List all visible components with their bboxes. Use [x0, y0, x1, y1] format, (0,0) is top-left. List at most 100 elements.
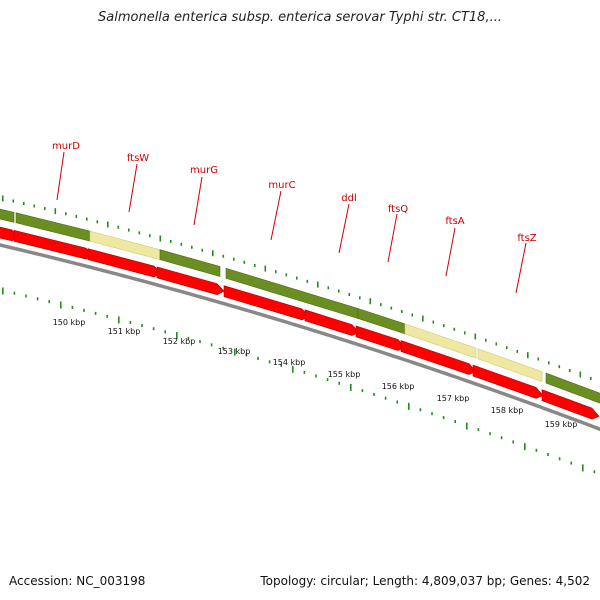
top-tick [243, 260, 246, 264]
gene-leader-line [128, 163, 138, 213]
scale-tick [245, 353, 248, 357]
scale-tick [187, 336, 190, 340]
scale-tick [303, 370, 306, 374]
backbone-line [0, 243, 600, 432]
backbone-track [0, 243, 600, 432]
top-tick [443, 324, 445, 328]
scale-tick [326, 378, 329, 382]
scale-tick [524, 443, 526, 451]
gene-leader-line [193, 176, 203, 226]
top-tick [75, 214, 78, 218]
top-tick [107, 221, 109, 228]
top-tick [422, 315, 424, 322]
gene-label-ftsW: ftsW [127, 153, 149, 164]
scale-tick [210, 343, 213, 347]
scale-tick [129, 320, 132, 324]
top-tick [348, 292, 351, 296]
top-tick-track [2, 195, 592, 380]
scale-tick [361, 389, 364, 393]
top-tick [233, 257, 235, 261]
top-tick [432, 320, 435, 324]
kbp-label-layer: 150 kbp 151 kbp 152 kbp 153 kbp 154 kbp 155 k… [53, 318, 578, 429]
gene-label-ftsZ: ftsZ [517, 233, 536, 244]
top-tick [317, 281, 319, 288]
top-tick [180, 242, 183, 246]
kbp-label: 159 kbp [545, 420, 578, 429]
top-tick [464, 331, 466, 335]
top-tick [380, 303, 382, 307]
gene-label-murC: murC [268, 180, 295, 191]
top-tick [390, 306, 393, 310]
scale-tick [199, 340, 201, 344]
scale-tick-track [2, 287, 596, 474]
top-tick [338, 289, 340, 293]
gene-label-ftsQ: ftsQ [388, 204, 408, 215]
scale-tick [558, 457, 561, 461]
gene-band-yellow [404, 323, 477, 359]
top-tick [2, 195, 4, 202]
top-tick [359, 296, 361, 300]
top-tick [264, 265, 267, 272]
top-tick [411, 313, 414, 317]
scale-tick [268, 360, 271, 364]
scale-tick [454, 420, 456, 424]
top-tick [33, 204, 36, 208]
top-tick [527, 352, 529, 359]
kbp-label: 153 kbp [218, 347, 251, 356]
scale-tick [152, 327, 155, 331]
scale-tick [535, 448, 538, 452]
top-tick [327, 286, 330, 290]
top-tick [201, 248, 204, 252]
scale-tick [280, 363, 282, 367]
scale-tick [315, 374, 317, 378]
top-tick [369, 298, 372, 305]
gene-band-green [159, 249, 221, 277]
scale-tick [94, 311, 97, 315]
scale-tick [292, 365, 294, 373]
gene-label-layer: murD ftsW murG murC ddl ftsQ ftsA ftsZ [52, 141, 537, 294]
genome-stats-text: Topology: circular; Length: 4,809,037 bp… [260, 574, 590, 588]
scale-tick [234, 348, 236, 356]
top-tick [191, 245, 193, 249]
scale-tick [141, 324, 143, 328]
scale-tick [477, 428, 480, 432]
top-tick [495, 342, 498, 346]
gene-band-track [0, 208, 600, 404]
cds-arrow [541, 389, 600, 420]
kbp-label: 150 kbp [53, 318, 86, 327]
cds-arrow [472, 364, 544, 399]
top-tick [401, 310, 403, 314]
scale-tick [25, 294, 27, 298]
top-tick [296, 276, 298, 280]
gene-label-murG: murG [190, 165, 218, 176]
scale-tick [547, 453, 549, 457]
scale-tick [2, 287, 4, 295]
scale-tick [396, 400, 398, 404]
scale-tick [419, 408, 422, 412]
gene-leader-line [270, 190, 282, 241]
top-tick [285, 273, 288, 277]
top-tick [222, 254, 225, 258]
cds-arrow [400, 340, 477, 375]
top-tick [138, 231, 141, 235]
top-tick [159, 235, 162, 242]
top-tick [548, 361, 550, 365]
gene-leader-line [445, 227, 456, 277]
gene-leader-line [515, 242, 527, 294]
scale-tick [431, 412, 433, 416]
scale-tick [500, 436, 503, 440]
scale-tick [118, 316, 120, 324]
scale-tick [176, 332, 178, 340]
scale-tick [582, 464, 584, 472]
top-tick [506, 346, 508, 350]
scale-tick [164, 330, 166, 334]
top-tick [117, 225, 120, 229]
cds-arrow [304, 309, 360, 336]
gene-leader-line [338, 203, 350, 254]
kbp-label: 158 kbp [491, 406, 524, 415]
kbp-label: 152 kbp [163, 337, 196, 346]
top-tick [569, 369, 571, 373]
map-title: Salmonella enterica subsp. enterica sero… [98, 10, 502, 25]
gene-label-ftsA: ftsA [445, 216, 464, 227]
scale-tick [338, 381, 340, 385]
